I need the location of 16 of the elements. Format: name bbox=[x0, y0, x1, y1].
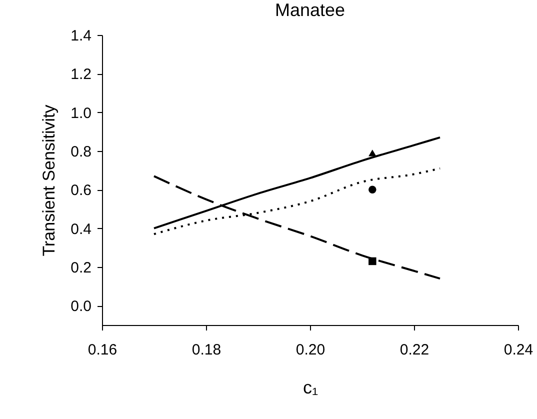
y-tick-label: 0.0 bbox=[70, 298, 92, 316]
chart-title: Manatee bbox=[274, 0, 346, 20]
y-tick-label: 0.2 bbox=[70, 260, 92, 276]
x-tick-label: 0.16 bbox=[88, 342, 118, 358]
y-tick-label: 0.8 bbox=[70, 144, 92, 160]
x-axis-title: c₁ bbox=[302, 378, 318, 398]
x-tick-label: 0.24 bbox=[504, 342, 534, 358]
y-tick-label: 1.2 bbox=[70, 66, 92, 84]
y-tick-label: 1.4 bbox=[70, 28, 92, 44]
y-tick-label: 0.6 bbox=[70, 182, 92, 200]
y-axis-title: Transient Sensitivity bbox=[40, 104, 59, 256]
x-tick-label: 0.22 bbox=[400, 342, 430, 358]
x-tick-label: 0.18 bbox=[192, 342, 222, 358]
y-tick-label: 0.4 bbox=[70, 220, 92, 238]
x-tick-label: 0.20 bbox=[296, 342, 326, 358]
y-tick-label: 1.0 bbox=[70, 104, 92, 122]
